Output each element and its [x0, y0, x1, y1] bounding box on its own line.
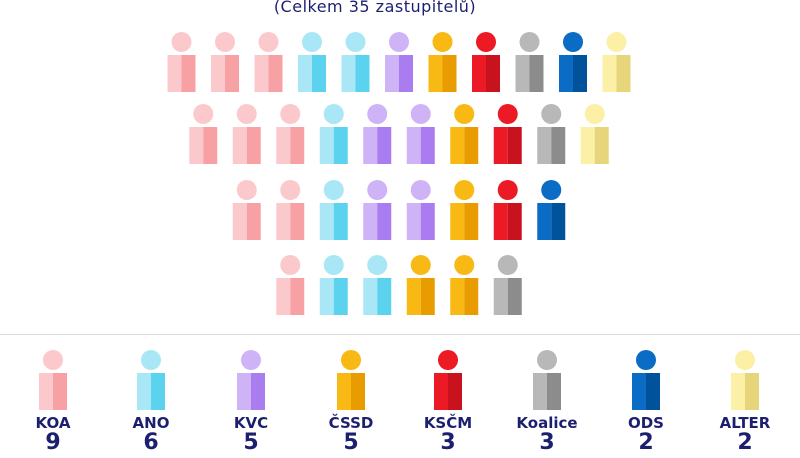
- legend-party-name: KSČM: [423, 414, 473, 432]
- person-icon: [632, 350, 660, 410]
- legend-item-koa: KOA 9: [3, 348, 103, 458]
- legend-party-name: ČSSD: [328, 414, 374, 432]
- seat-kvc: [363, 180, 392, 240]
- person-icon: [137, 350, 165, 410]
- seat-koalice: [537, 104, 566, 164]
- seat-koa: [232, 180, 261, 240]
- legend-item-čssd: ČSSD 5: [301, 348, 401, 458]
- seat-čssd: [450, 255, 479, 315]
- legend-seat-count: 6: [143, 430, 159, 455]
- seat-ksčm: [493, 180, 522, 240]
- seat-koalice: [515, 32, 544, 92]
- seat-alter: [580, 104, 609, 164]
- seat-koa: [276, 180, 305, 240]
- legend-item-ano: ANO 6: [101, 348, 201, 458]
- legend-person-ods: [632, 350, 660, 410]
- person-icon: [533, 350, 561, 410]
- legend-seat-count: 2: [737, 430, 753, 455]
- legend-person-čssd: [337, 350, 365, 410]
- seat-ano: [319, 104, 348, 164]
- seat-alter: [602, 32, 631, 92]
- legend-seat-count: 3: [539, 430, 555, 455]
- seat-kvc: [406, 104, 435, 164]
- seat-ksčm: [472, 32, 500, 92]
- legend-party-name: ODS: [627, 414, 664, 432]
- seat-ksčm: [493, 104, 522, 164]
- divider: [0, 334, 800, 335]
- seat-čssd: [406, 255, 435, 315]
- seat-koalice: [493, 255, 522, 315]
- person-icon: [731, 350, 759, 410]
- seat-koa: [232, 104, 261, 164]
- seat-ods: [537, 180, 566, 240]
- legend-item-koalice: Koalice 3: [497, 348, 597, 458]
- legend-party-name: ANO: [132, 414, 170, 432]
- legend-seat-count: 9: [45, 430, 61, 455]
- legend-party-name: ALTER: [719, 414, 771, 432]
- legend-person-ano: [137, 350, 165, 410]
- seat-ano: [341, 32, 370, 92]
- seat-koa: [276, 255, 305, 315]
- seat-čssd: [450, 180, 479, 240]
- person-icon: [237, 350, 265, 410]
- legend-seat-count: 5: [243, 430, 259, 455]
- seat-koa: [254, 32, 283, 92]
- seat-kvc: [406, 180, 435, 240]
- seat-koa: [211, 32, 239, 92]
- seat-čssd: [450, 104, 479, 164]
- legend-item-ods: ODS 2: [596, 348, 696, 458]
- legend-party-name: KVC: [233, 414, 269, 432]
- legend-seat-count: 2: [638, 430, 654, 455]
- person-icon: [337, 350, 365, 410]
- seat-čssd: [428, 32, 457, 92]
- seat-ano: [363, 255, 392, 315]
- seat-koa: [276, 104, 305, 164]
- seat-kvc: [385, 32, 413, 92]
- legend-person-kvc: [237, 350, 265, 410]
- legend-item-alter: ALTER 2: [695, 348, 795, 458]
- seat-ods: [559, 32, 587, 92]
- person-icon: [39, 350, 67, 410]
- seat-ano: [319, 180, 348, 240]
- legend-item-kvc: KVC 5: [201, 348, 301, 458]
- seat-kvc: [363, 104, 392, 164]
- person-icon: [434, 350, 462, 410]
- legend-person-koalice: [533, 350, 561, 410]
- chart-subtitle: (Celkem 35 zastupitelů): [273, 0, 477, 16]
- legend-item-ksčm: KSČM 3: [398, 348, 498, 458]
- seat-koa: [167, 32, 196, 92]
- legend-person-ksčm: [434, 350, 462, 410]
- legend-person-alter: [731, 350, 759, 410]
- seat-chart: [167, 32, 631, 315]
- seat-koa: [189, 104, 218, 164]
- legend-person-koa: [39, 350, 67, 410]
- legend-party-name: Koalice: [516, 414, 578, 432]
- legend-party-name: KOA: [35, 414, 71, 432]
- seat-ano: [319, 255, 348, 315]
- legend-seat-count: 3: [440, 430, 456, 455]
- seat-ano: [298, 32, 326, 92]
- legend-seat-count: 5: [343, 430, 359, 455]
